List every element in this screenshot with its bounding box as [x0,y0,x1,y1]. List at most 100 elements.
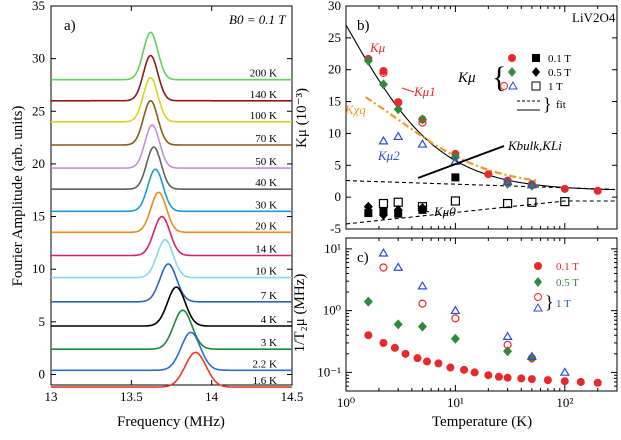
b-point [484,170,493,179]
b-point [417,139,428,148]
b-point [450,196,461,206]
b-point [593,186,602,195]
a-xtick-label: 13.5 [120,389,143,404]
b-point [502,176,513,186]
arrow-kmu1 [401,87,415,93]
b-point [363,201,373,212]
legend-label-2: 1 T [548,81,563,93]
c-point [559,367,570,376]
c-point [517,374,526,383]
c-point [418,299,427,308]
b-point [379,68,388,78]
label-kbulk: Kbulk,KLi [507,138,562,153]
a-curve-100-K [51,76,292,123]
a-curve-label: 10 K [255,266,277,278]
a-curve-label: 200 K [250,68,277,80]
b-ytick-label: 25 [328,30,341,45]
panel-c-frame [345,237,618,392]
c-xtick-label: 10⁰ [337,395,355,410]
panel-b-title: LiV2O4 [572,10,616,25]
legend-title: Kμ [457,70,476,86]
b-ytick-label: 0 [335,189,342,204]
a-curve-7-K [51,263,292,303]
b-point [379,66,388,75]
c-point [364,331,373,340]
b-fit-kchiq [365,96,539,182]
c-point [413,354,422,363]
a-curve-label: 30 K [255,199,277,211]
b-point [394,98,403,107]
b-point [417,202,428,212]
c-point [503,373,512,382]
c-point [560,377,569,386]
b-ytick-label: 30 [328,0,341,13]
a-curve-label: 14 K [255,244,277,256]
panel-a-frame [50,5,293,386]
c-point [576,377,585,386]
a-curve-4-K [51,286,292,327]
c-point [503,346,513,357]
c-xtick-label: 10² [556,395,573,410]
a-curve-50-K [51,124,292,169]
c-point [460,365,469,374]
b-ytick-label: 10 [328,125,341,140]
b-point [363,55,373,66]
a-xtick-label: 13 [45,389,58,404]
legend-brace: { [492,61,506,94]
a-curve-label: 4 K [261,314,277,326]
b-point [364,209,373,218]
b-point [560,184,569,193]
c-point [379,338,388,347]
c-point [390,343,399,352]
legend-label-3: fit [556,99,566,111]
c-point [393,262,404,271]
a-curve-30-K [51,168,292,213]
c-point [401,349,410,358]
b-point [393,204,403,215]
b-fit-dashed-kmu0 [345,200,616,225]
c-point [494,372,503,381]
c-point [417,321,427,332]
c-point [379,263,388,272]
a-curve-label: 50 K [255,156,277,168]
c-point [470,368,479,377]
c-point [527,375,536,384]
b-point [393,131,404,141]
panel-c-legend: 0.1 T 0.5 T } 1 T [533,261,579,312]
c-point [446,363,455,372]
a-ytick-label: 15 [32,209,45,224]
c-point [393,319,403,330]
b-ytick-label: -5 [330,221,341,236]
c-point [451,314,460,323]
panel-b-frame [345,5,618,230]
c-ytick-label: 10⁻¹ [317,364,341,379]
a-curve-label: 100 K [250,110,277,122]
legend-marker-black-diamond [532,67,540,77]
label-kmu2: Kμ2 [377,148,400,163]
a-ytick-label: 25 [32,103,45,118]
panel-a-xlabel: Frequency (MHz) [117,414,225,430]
b-point [560,197,570,207]
c-point [450,333,460,344]
panel-a-label: a) [64,18,76,34]
legend-marker-green-diamond [508,67,516,77]
c-legend-marker-3 [533,302,543,312]
a-ytick-label: 35 [32,0,45,13]
panel-c-xlabel: Temperature (K) [432,414,532,430]
c-point [378,248,389,257]
label-kmu1: Kμ1 [413,84,436,99]
a-xtick-label: 14.5 [281,389,304,404]
c-point [417,280,428,290]
a-ytick-label: 0 [39,366,46,381]
label-kchiq: Kχq [344,102,366,117]
legend-label-0: 0.1 T [548,53,571,65]
c-legend-label-0: 0.1 T [556,261,579,273]
a-curve-40-K [51,146,292,190]
c-legend-marker-1 [534,277,542,287]
a-curve-200-K [51,31,292,81]
c-point [526,351,537,361]
c-point [450,305,461,315]
c-point [484,371,493,380]
panel-b-label: b) [357,18,370,34]
